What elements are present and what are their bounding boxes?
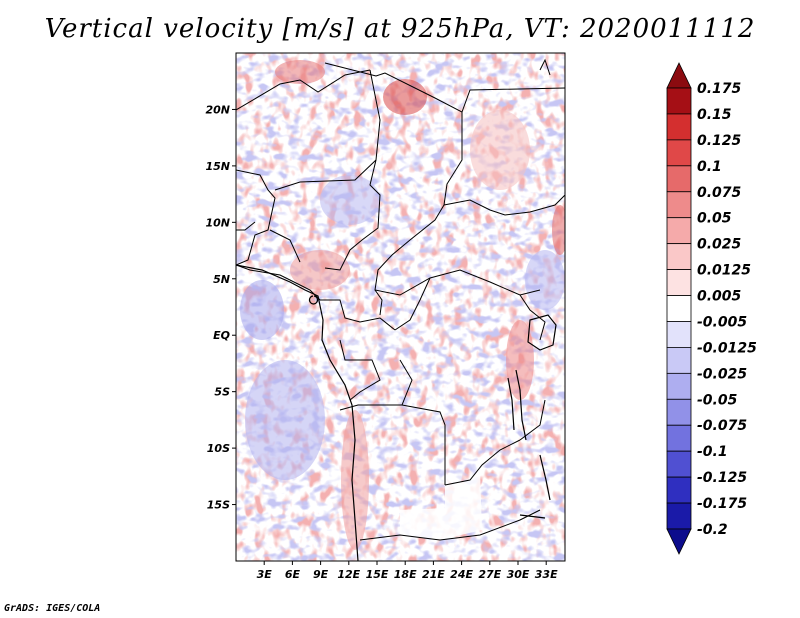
colorbar-bin	[666, 113, 692, 141]
vertical-velocity-field	[236, 53, 565, 561]
latitude-axis: 20N 15N 10N 5N EQ 5S 10S 15S	[205, 103, 236, 512]
colorbar-bin	[666, 424, 692, 452]
colorbar-bin	[666, 295, 692, 322]
colorbar-bin	[666, 243, 692, 270]
colorbar-top-triangle	[666, 62, 692, 89]
colorbar-label: 0.025	[697, 237, 742, 253]
footer-credit: GrADS: IGES/COLA	[4, 603, 101, 614]
map-title: Vertical velocity [m/s] at 925hPa, VT: 2…	[44, 14, 756, 44]
lon-tick-label: 33E	[535, 568, 558, 581]
lon-tick-label: 27E	[478, 568, 501, 581]
colorbar-bin	[666, 191, 692, 219]
colorbar-label: -0.05	[697, 392, 738, 408]
lat-tick-label: 20N	[205, 103, 230, 116]
colorbar-label: -0.125	[697, 470, 747, 486]
map-frame	[235, 52, 566, 562]
lon-tick-label: 6E	[285, 568, 301, 581]
lon-tick-label: 15E	[366, 568, 389, 581]
lat-tick-label: 15S	[207, 499, 230, 512]
colorbar-label: -0.0125	[697, 340, 757, 356]
lon-tick-label: 21E	[422, 568, 445, 581]
colorbar-bin	[666, 139, 692, 167]
colorbar-bin	[666, 347, 692, 374]
colorbar-label: 0.125	[697, 133, 742, 149]
longitude-axis: 3E 6E 9E 12E 15E 18E 21E 24E 27E 30E 33E	[257, 561, 558, 581]
colorbar-bin	[666, 321, 692, 348]
colorbar-bin	[666, 269, 692, 296]
colorbar-label: 0.15	[697, 107, 732, 123]
colorbar-label: 0.05	[697, 211, 732, 227]
colorbar-bin	[666, 398, 692, 426]
colorbar-bin	[666, 165, 692, 193]
colorbar-label: 0.175	[697, 81, 742, 97]
lat-tick-label: 10N	[205, 216, 230, 229]
lon-tick-label: 12E	[337, 568, 360, 581]
colorbar-bin	[666, 217, 692, 245]
lat-tick-label: 10S	[207, 442, 230, 455]
colorbar-bin	[666, 450, 692, 478]
lat-tick-label: 5S	[214, 386, 230, 399]
colorbar-label: -0.175	[697, 496, 747, 512]
lon-tick-label: 9E	[313, 568, 329, 581]
lat-tick-label: 5N	[213, 273, 230, 286]
colorbar-label: -0.075	[697, 418, 747, 434]
colorbar-label: -0.1	[697, 444, 728, 460]
colorbar-label: 0.0125	[697, 263, 751, 279]
lon-tick-label: 30E	[507, 568, 530, 581]
lon-tick-label: 18E	[394, 568, 417, 581]
lon-tick-label: 3E	[257, 568, 273, 581]
colorbar-label: -0.025	[697, 366, 747, 382]
lon-tick-label: 24E	[450, 568, 473, 581]
colorbar: 0.175 0.15 0.125 0.1 0.075 0.05 0.025 0.0125 0.0…	[666, 62, 757, 555]
colorbar-label: 0.075	[697, 185, 742, 201]
colorbar-label: -0.005	[697, 314, 747, 330]
lat-tick-label: EQ	[213, 329, 230, 342]
colorbar-bin	[666, 372, 692, 400]
colorbar-label: 0.005	[697, 289, 742, 305]
colorbar-label: -0.2	[697, 522, 728, 538]
lat-tick-label: 15N	[205, 160, 230, 173]
colorbar-bin	[666, 476, 692, 504]
colorbar-label: 0.1	[697, 159, 722, 175]
colorbar-bottom-triangle	[666, 528, 692, 555]
colorbar-bin	[666, 502, 692, 530]
colorbar-bin	[666, 87, 692, 115]
